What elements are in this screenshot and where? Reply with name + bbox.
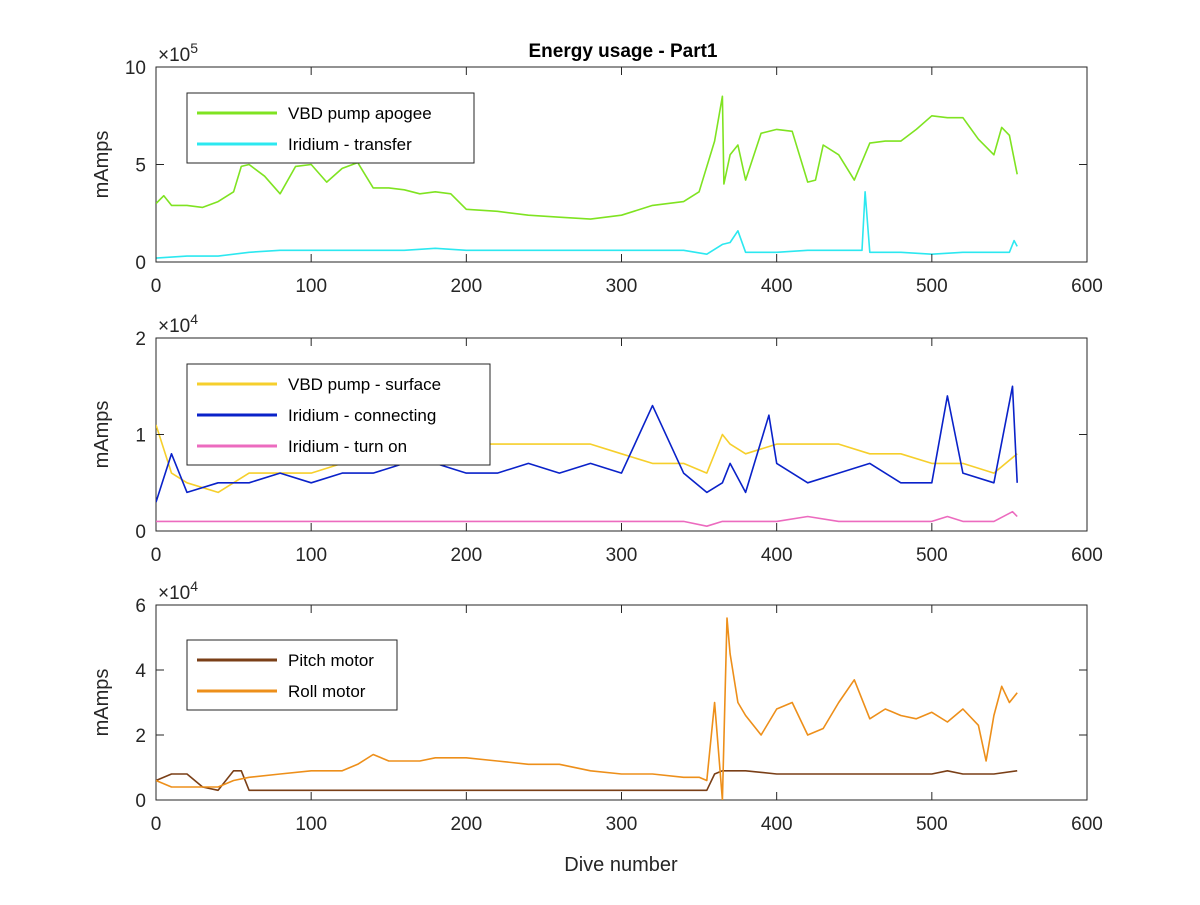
x-tick-label: 300: [606, 276, 638, 297]
y-exponent: 4: [190, 311, 198, 327]
series-line-2: [156, 191, 1018, 259]
y-tick-label: 0: [135, 791, 146, 812]
legend-label-2: Iridium - transfer: [288, 135, 412, 154]
legend: Pitch motor Roll motor: [186, 639, 398, 711]
series-line-1: [156, 769, 1018, 792]
y-tick-label: 5: [135, 156, 146, 177]
x-tick-label: 100: [295, 814, 327, 835]
series-line-2: [156, 385, 1018, 503]
subplot-1: 0 100 200 300 400 500 600 0 5 10 ×105 mAmps VBD pump…: [91, 40, 1103, 297]
x-tick-label: 600: [1071, 276, 1103, 297]
x-tick-label: 400: [761, 814, 793, 835]
y-tick-label: 2: [135, 726, 146, 747]
x-tick-label: 0: [151, 276, 162, 297]
y-tick-label: 0: [135, 522, 146, 543]
y-tick-label: 2: [135, 329, 146, 350]
x-tick-label: 500: [916, 276, 948, 297]
x-tick-label: 200: [450, 814, 482, 835]
series-line-2: [156, 617, 1018, 800]
legend-label-2: Roll motor: [288, 682, 366, 701]
y-exponent-label: ×104: [158, 311, 198, 337]
y-axis-label: mAmps: [91, 669, 113, 737]
figure-title: Energy usage - Part1: [528, 41, 717, 62]
series-group: [156, 385, 1018, 528]
x-tick-label: 500: [916, 814, 948, 835]
series-line-1: [156, 424, 1018, 494]
legend-label-2: Iridium - connecting: [288, 406, 436, 425]
x-tick-label: 0: [151, 545, 162, 566]
y-exponent-label: ×105: [158, 40, 198, 66]
legend-label-1: Pitch motor: [288, 651, 374, 670]
legend-label-1: VBD pump apogee: [288, 104, 432, 123]
x-tick-label: 500: [916, 545, 948, 566]
x-tick-label: 300: [606, 545, 638, 566]
y-exponent: 4: [190, 578, 198, 594]
x-tick-label: 400: [761, 276, 793, 297]
legend-label-1: VBD pump - surface: [288, 375, 441, 394]
series-group: [156, 95, 1018, 259]
y-tick-label: 4: [135, 661, 146, 682]
y-tick-label: 0: [135, 253, 146, 274]
legend: VBD pump apogee Iridium - transfer: [186, 92, 475, 164]
series-line-3: [156, 510, 1018, 528]
x-tick-label: 400: [761, 545, 793, 566]
y-tick-label: 6: [135, 596, 146, 617]
legend: VBD pump - surface Iridium - connecting Ir…: [186, 363, 491, 466]
x-tick-label: 100: [295, 276, 327, 297]
x-axis-label: Dive number: [564, 854, 678, 876]
x-tick-label: 100: [295, 545, 327, 566]
subplot-3: 0 100 200 300 400 500 600 0 2 4 6 ×104 mAmps Pitch mo…: [91, 578, 1103, 835]
x-tick-label: 200: [450, 545, 482, 566]
subplot-2: 0 100 200 300 400 500 600 0 1 2 ×104 mAmps VBD pump …: [91, 311, 1103, 566]
legend-box: [186, 639, 398, 711]
legend-box: [186, 92, 475, 164]
series-group: [156, 617, 1018, 800]
y-tick-label: 10: [125, 58, 146, 79]
y-tick-label: 1: [135, 426, 146, 447]
series-line-1: [156, 95, 1018, 220]
x-tick-label: 600: [1071, 814, 1103, 835]
x-tick-label: 600: [1071, 545, 1103, 566]
legend-label-3: Iridium - turn on: [288, 437, 407, 456]
x-tick-label: 200: [450, 276, 482, 297]
y-exponent: 5: [190, 40, 198, 56]
y-exponent-label: ×104: [158, 578, 198, 604]
x-tick-label: 300: [606, 814, 638, 835]
y-axis-label: mAmps: [91, 131, 113, 199]
x-tick-label: 0: [151, 814, 162, 835]
y-axis-label: mAmps: [91, 401, 113, 469]
